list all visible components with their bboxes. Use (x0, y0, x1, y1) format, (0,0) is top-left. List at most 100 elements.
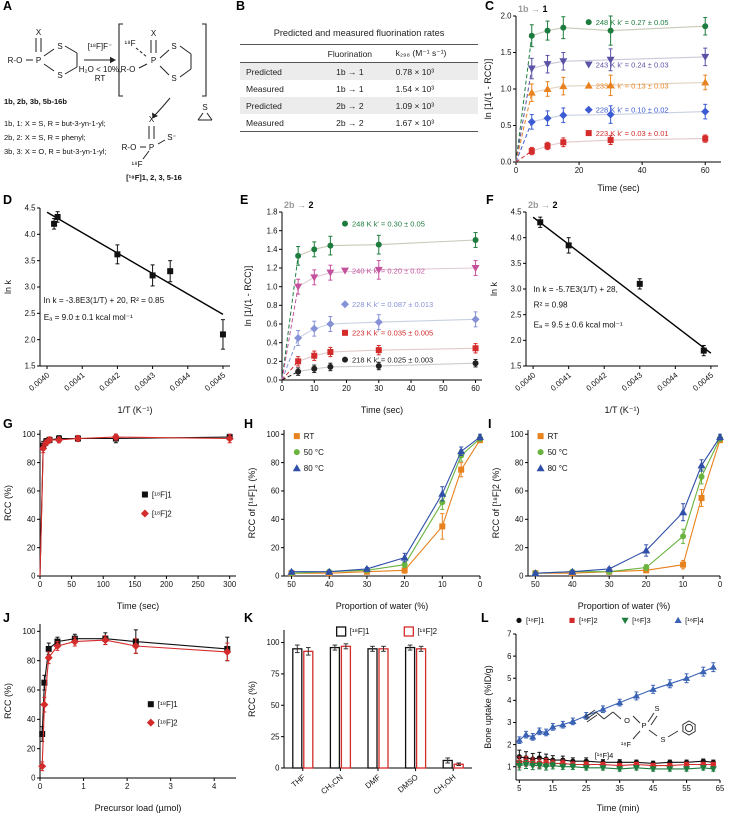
svg-text:1.0: 1.0 (267, 282, 279, 291)
svg-text:2.0: 2.0 (511, 336, 523, 345)
svg-text:50: 50 (67, 580, 76, 589)
svg-text:3: 3 (507, 718, 511, 727)
svg-text:0.2: 0.2 (267, 357, 278, 366)
panel-letter-k: K (244, 611, 254, 625)
svg-text:[¹⁸F]4: [¹⁸F]4 (685, 616, 704, 625)
svg-text:5: 5 (517, 784, 522, 793)
svg-text:40: 40 (568, 580, 577, 589)
curved-arrow-head (152, 112, 158, 119)
table-col-header: k₂₉₈ (M⁻¹ s⁻¹) (389, 44, 478, 63)
svg-text:Eₐ = 9.5 ± 0.6 kcal mol⁻¹: Eₐ = 9.5 ± 0.6 kcal mol⁻¹ (534, 321, 623, 330)
svg-text:4: 4 (212, 782, 217, 791)
svg-text:2.0: 2.0 (25, 335, 37, 344)
panel-letter-e: E (240, 193, 249, 207)
svg-text:2.5: 2.5 (25, 309, 37, 318)
svg-text:ln k: ln k (3, 280, 13, 295)
svg-text:Time (min): Time (min) (597, 803, 640, 813)
rates-table: Fluorination k₂₉₈ (M⁻¹ s⁻¹) Predicted 1b → … (240, 44, 478, 132)
table-row: Measured 2b → 2 1.67 × 10³ (240, 114, 478, 132)
svg-text:100: 100 (266, 638, 280, 647)
svg-text:0.0: 0.0 (267, 376, 279, 385)
svg-text:0.0042: 0.0042 (584, 371, 608, 393)
svg-text:ln k = -5.7E3(1/T) + 28,: ln k = -5.7E3(1/T) + 28, (534, 285, 618, 294)
svg-text:Time (sec): Time (sec) (597, 183, 639, 193)
svg-text:S: S (654, 704, 659, 713)
svg-text:0: 0 (38, 782, 43, 791)
svg-text:RCC of [¹⁸F]1 (%): RCC of [¹⁸F]1 (%) (247, 468, 257, 539)
svg-text:248 K k′ = 0.30 ± 0.05: 248 K k′ = 0.30 ± 0.05 (352, 219, 425, 228)
condition-line1: H₂O < 10%, (79, 65, 121, 74)
svg-text:60: 60 (701, 166, 710, 175)
svg-text:50: 50 (271, 701, 280, 710)
chart-kinetics-1b: 0.0 0.5 1.0 1.5 2.0 ln [1/(1 - RCC)] 0 20 40 60 Ti… (483, 4, 721, 193)
svg-text:1.2: 1.2 (267, 264, 278, 273)
svg-text:80 °C: 80 °C (548, 464, 568, 473)
atom-p: P (149, 143, 154, 152)
atom-ro: R-O (121, 65, 136, 74)
atom-s: S (57, 42, 62, 51)
svg-text:0: 0 (519, 572, 524, 581)
svg-text:20: 20 (271, 543, 280, 552)
svg-text:30: 30 (605, 580, 614, 589)
svg-text:30: 30 (363, 580, 372, 589)
svg-text:Time (sec): Time (sec) (361, 405, 403, 415)
svg-text:1.8: 1.8 (267, 208, 278, 217)
chart-kinetics-2b: 0.0 0.2 0.4 0.6 0.8 1.0 1.2 1.4 1.6 1.8 ln [1/(1 -… (243, 200, 482, 415)
svg-text:[¹⁸F]2: [¹⁸F]2 (417, 627, 437, 636)
svg-text:P: P (641, 721, 646, 730)
svg-text:40: 40 (271, 515, 280, 524)
svg-text:Proportion of water (%): Proportion of water (%) (336, 601, 429, 611)
svg-text:[¹⁸F]1: [¹⁸F]1 (526, 616, 545, 625)
panel-letter-f: F (486, 193, 494, 207)
panel-letter-i: I (488, 417, 492, 431)
svg-text:0.0041: 0.0041 (549, 371, 573, 393)
svg-text:20: 20 (575, 166, 584, 175)
panel-letter-c: C (485, 0, 495, 13)
svg-text:1.0: 1.0 (501, 85, 513, 94)
svg-text:150: 150 (128, 580, 142, 589)
panel-letter-l: L (481, 611, 489, 625)
svg-text:20: 20 (27, 543, 36, 552)
table-col-header: Fluorination (310, 44, 390, 63)
atom-s: S (57, 71, 62, 80)
svg-text:10: 10 (310, 384, 319, 393)
svg-text:1b → 1: 1b → 1 (518, 4, 548, 14)
svg-text:50 °C: 50 °C (548, 448, 568, 457)
precursor-list: 1b, 2b, 3b, 5b-16b (4, 97, 67, 106)
svg-text:80: 80 (27, 458, 36, 467)
atom-x: X (151, 29, 157, 38)
rates-table-wrap: Predicted and measured fluorination rate… (240, 28, 478, 132)
svg-text:60: 60 (271, 487, 280, 496)
svg-text:1.5: 1.5 (511, 362, 523, 371)
svg-text:80: 80 (27, 656, 36, 665)
svg-text:60: 60 (515, 487, 524, 496)
svg-text:2.5: 2.5 (511, 310, 523, 319)
svg-text:20: 20 (400, 580, 409, 589)
compound-def-1: 1b, 1: X = S, R = but-3-yn-1-yl; (4, 119, 106, 128)
svg-text:60: 60 (27, 686, 36, 695)
svg-text:RCC (%): RCC (%) (3, 683, 13, 719)
svg-text:RCC (%): RCC (%) (247, 681, 257, 717)
table-row: Measured 1b → 1 1.54 × 10³ (246, 83, 435, 94)
svg-text:25: 25 (271, 732, 280, 741)
svg-text:250: 250 (192, 580, 206, 589)
svg-text:45: 45 (649, 784, 658, 793)
svg-text:3.5: 3.5 (25, 256, 37, 265)
svg-text:0: 0 (478, 580, 483, 589)
svg-text:300: 300 (223, 580, 237, 589)
svg-text:0.4: 0.4 (267, 338, 279, 347)
svg-text:CH₃CN: CH₃CN (319, 773, 344, 796)
svg-text:2b → 2: 2b → 2 (284, 200, 314, 210)
svg-text:Proportion of water (%): Proportion of water (%) (578, 601, 671, 611)
svg-text:Precursor load (µmol): Precursor load (µmol) (95, 803, 182, 813)
svg-text:7: 7 (507, 630, 511, 639)
svg-text:4.5: 4.5 (25, 204, 37, 213)
svg-text:50: 50 (531, 580, 540, 589)
svg-text:RCC of [¹⁸F]2 (%): RCC of [¹⁸F]2 (%) (491, 468, 501, 539)
panel-letter-a: A (3, 0, 13, 13)
svg-text:223 K k′ = 0.03 ± 0.01: 223 K k′ = 0.03 ± 0.01 (596, 129, 669, 138)
svg-text:0.0042: 0.0042 (98, 371, 122, 393)
svg-text:3.5: 3.5 (511, 259, 523, 268)
atom-p: P (36, 56, 41, 65)
svg-text:2.0: 2.0 (501, 12, 513, 21)
